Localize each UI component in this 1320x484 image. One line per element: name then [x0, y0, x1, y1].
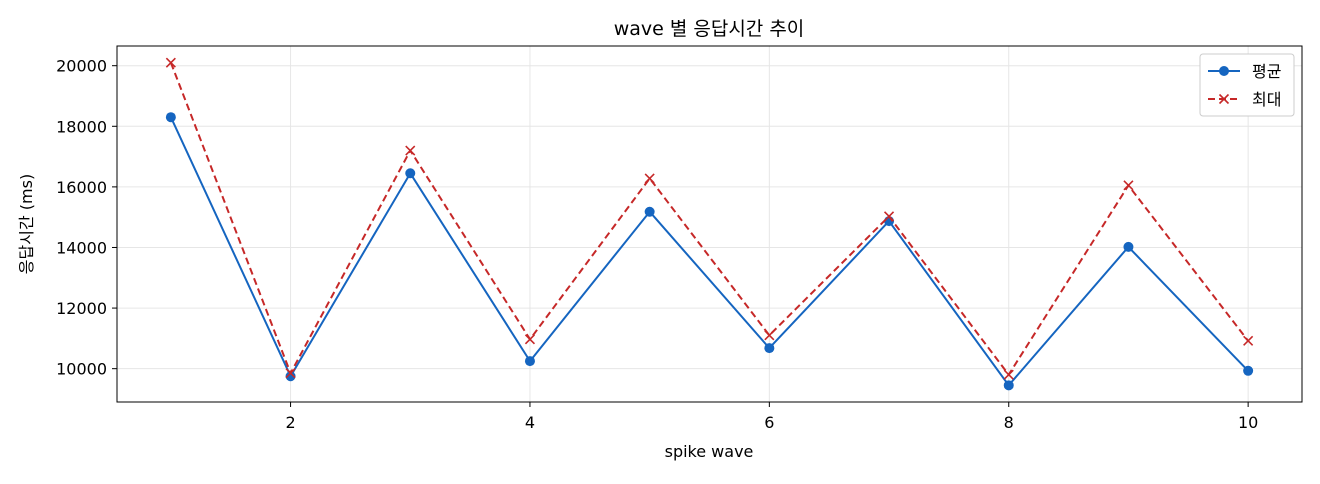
axes: 2 4 6 8 10 10000 12000 14000 16000 18000 20000 — [56, 45, 1303, 432]
data-point-1 — [1243, 365, 1254, 376]
y-tick-label: 20000 — [56, 57, 107, 76]
data-point-2 — [764, 330, 775, 341]
y-tick-label: 12000 — [56, 299, 107, 318]
grid — [117, 46, 1302, 402]
data-point-1 — [1123, 241, 1134, 252]
data-point-2 — [285, 368, 296, 379]
y-tick-label: 14000 — [56, 238, 107, 257]
data-point-2 — [644, 173, 655, 184]
x-tick-label: 8 — [1004, 413, 1014, 432]
x-axis-title: spike wave — [665, 442, 754, 461]
x-marker-stroke — [644, 173, 655, 184]
x-tick-label: 2 — [285, 413, 295, 432]
y-tick-label: 10000 — [56, 360, 107, 379]
x-marker-stroke — [883, 211, 895, 222]
y-axis-title: 응답시간 (ms) — [17, 174, 36, 274]
legend-marker-1 — [1219, 66, 1229, 76]
series-line-2 — [169, 62, 1249, 376]
x-marker-stroke — [1003, 369, 1014, 380]
series-layer — [165, 57, 1254, 391]
data-point-1 — [405, 168, 416, 179]
y-tick-label: 16000 — [56, 178, 107, 197]
data-point-1 — [1003, 380, 1014, 391]
data-point-1 — [524, 356, 535, 367]
x-tick-label: 10 — [1238, 413, 1258, 432]
x-marker-stroke — [165, 57, 176, 68]
x-marker-stroke — [285, 368, 296, 379]
x-tick-label: 6 — [764, 413, 774, 432]
legend-label-1: 평균 — [1252, 62, 1281, 81]
x-marker-stroke — [1218, 93, 1230, 105]
series-line-1 — [169, 116, 1249, 387]
data-point-1 — [165, 112, 176, 123]
y-tick-label: 18000 — [56, 117, 107, 136]
data-point-2 — [1123, 180, 1134, 191]
data-point-2 — [1243, 335, 1254, 346]
legend-label-2: 최대 — [1252, 90, 1281, 109]
data-point-2 — [405, 145, 416, 156]
x-marker-stroke — [1243, 335, 1254, 346]
x-marker-stroke — [405, 145, 416, 156]
legend-marker-2 — [1218, 93, 1230, 105]
plot-frame — [116, 45, 1303, 403]
data-point-1 — [764, 343, 775, 354]
data-point-2 — [883, 211, 895, 222]
x-marker-stroke — [524, 334, 536, 345]
data-point-2 — [165, 57, 176, 68]
x-tick-label: 4 — [525, 413, 535, 432]
data-point-1 — [644, 206, 655, 217]
data-point-2 — [524, 334, 536, 345]
x-marker-stroke — [1123, 180, 1134, 191]
x-marker-stroke — [764, 330, 775, 341]
chart-title: wave 별 응답시간 추이 — [614, 18, 805, 40]
data-point-1 — [285, 371, 296, 382]
data-point-2 — [1003, 369, 1014, 380]
